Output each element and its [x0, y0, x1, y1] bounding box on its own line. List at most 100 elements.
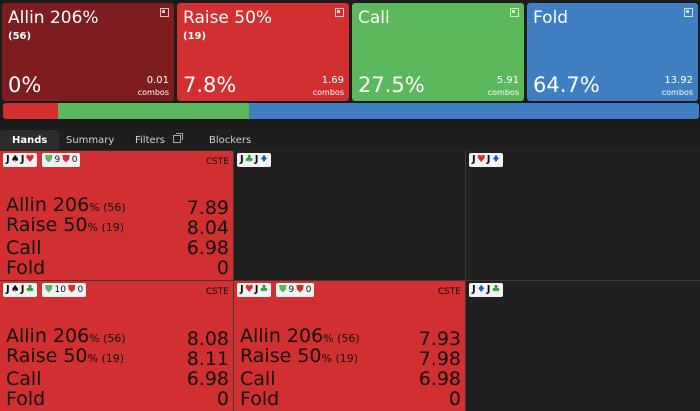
badge-value-green: 9	[288, 285, 295, 295]
hand-cell[interactable]: J ♠ J ♥ ⛊ 9 ⛊ 0 CSTE Allin 206% (56) 7.89 Raise 50%…	[0, 151, 233, 280]
card-rank: J	[254, 154, 259, 165]
card-rank: J	[486, 154, 491, 165]
badge-value-green: 9	[54, 155, 61, 165]
action-frequency: 27.5%	[358, 73, 425, 97]
card-rank: J	[6, 284, 10, 295]
cell-tag: CSTE	[437, 287, 461, 297]
ev-value: 0	[216, 257, 229, 279]
expand-icon[interactable]	[510, 8, 519, 17]
tab-hands[interactable]: Hands	[0, 130, 60, 150]
card-rank: J	[20, 284, 25, 295]
card-rank: J	[6, 154, 10, 165]
ev-row: Allin 206% (56) 7.93	[240, 325, 461, 350]
ev-value: 0	[216, 388, 229, 410]
ev-action-label: Allin 206% (56)	[6, 194, 126, 216]
ev-value: 6.98	[418, 368, 461, 390]
suit-icon: ♣	[259, 284, 269, 295]
hand-cell[interactable]: J ♣ J ♦	[234, 151, 465, 280]
ev-action-size: % (19)	[321, 352, 359, 365]
suit-icon: ♥	[25, 154, 35, 165]
ev-rows: Allin 206% (56) 7.89 Raise 50% (19) 8.04 Cal…	[6, 194, 229, 278]
ev-value: 8.04	[186, 217, 229, 239]
ev-value: 7.93	[418, 328, 461, 350]
suit-icon: ♠	[10, 154, 20, 165]
action-size: (56)	[8, 31, 32, 42]
ev-action-size: % (19)	[87, 352, 125, 365]
card-rank: J	[20, 154, 25, 165]
hand-cell[interactable]: J ♥ J ♣ ⛊ 9 ⛊ 0 CSTE Allin 206% (56) 7.93 Raise 50%…	[234, 281, 465, 411]
ev-value: 6.98	[186, 368, 229, 390]
hand-label: J ♦ J ♣	[469, 283, 504, 297]
ev-action-label: Allin 206% (56)	[240, 325, 360, 347]
action-size: (19)	[183, 31, 207, 42]
card-rank: J	[240, 154, 244, 165]
expand-icon[interactable]	[684, 8, 693, 17]
card-rank: J	[472, 154, 476, 165]
equity-badge: ⛊ 10 ⛊ 0	[42, 283, 87, 297]
ev-rows: Allin 206% (56) 8.08 Raise 50% (19) 8.11 Cal…	[6, 325, 229, 409]
combos-label: combos	[137, 88, 169, 97]
ev-value: 8.11	[186, 348, 229, 370]
action-combos: 13.92	[664, 75, 693, 86]
ev-row: Allin 206% (56) 7.89	[6, 194, 229, 219]
copy-icon	[172, 133, 183, 143]
shield-icon: ⛊	[45, 154, 53, 165]
hand-label: J ♥ J ♦	[469, 153, 504, 167]
badge-value-red: 0	[305, 285, 312, 295]
shield-icon: ⛊	[67, 284, 76, 295]
tab-filters-label: Filters	[135, 135, 165, 146]
ev-action-size: % (56)	[323, 332, 360, 345]
hand-label: J ♥ J ♣	[237, 283, 272, 297]
action-combos: 1.69	[321, 75, 344, 86]
ev-action-label: Raise 50% (19)	[6, 214, 125, 236]
hand-cell[interactable]: J ♠ J ♣ ⛊ 10 ⛊ 0 CSTE Allin 206% (56) 8.08 Raise 50…	[0, 281, 233, 411]
ev-row: Fold 0	[240, 389, 461, 409]
suit-icon: ♦	[259, 154, 269, 165]
ev-action-size: % (56)	[89, 201, 126, 214]
ev-value: 7.89	[186, 197, 229, 219]
action-frequency: 64.7%	[533, 73, 600, 97]
hand-label: J ♣ J ♦	[237, 153, 272, 167]
suit-icon: ♣	[491, 284, 501, 295]
ev-rows: Allin 206% (56) 7.93 Raise 50% (19) 7.98 Cal…	[240, 325, 461, 409]
ev-action-label: Fold	[6, 388, 46, 410]
action-card-allin[interactable]: Allin 206% (56) 0% 0.01 combos	[2, 3, 174, 101]
hands-grid: J ♠ J ♥ ⛊ 9 ⛊ 0 CSTE Allin 206% (56) 7.89 Raise 50%…	[0, 151, 700, 411]
suit-icon: ♥	[476, 154, 486, 165]
ev-row: Call 6.98	[6, 238, 229, 258]
ev-row: Call 6.98	[240, 369, 461, 389]
expand-icon[interactable]	[160, 8, 169, 17]
tab-blockers[interactable]: Blockers	[209, 135, 252, 146]
ev-action-label: Fold	[6, 257, 46, 279]
ev-row: Raise 50% (19) 7.98	[240, 346, 461, 370]
action-card-raise[interactable]: Raise 50% (19) 7.8% 1.69 combos	[177, 3, 349, 101]
shield-icon: ⛊	[279, 284, 287, 295]
action-name: Call	[358, 8, 390, 28]
ev-row: Allin 206% (56) 8.08	[6, 325, 229, 350]
hand-label: J ♠ J ♣	[3, 283, 38, 297]
combos-label: combos	[661, 88, 693, 97]
ev-value: 7.98	[418, 348, 461, 370]
suit-icon: ♣	[244, 154, 254, 165]
suit-icon: ♦	[476, 284, 486, 295]
hand-label: J ♠ J ♥	[3, 153, 38, 167]
strategy-bar	[3, 103, 699, 119]
tab-summary[interactable]: Summary	[66, 135, 115, 146]
badge-value-red: 0	[77, 285, 84, 295]
ev-value: 8.08	[186, 328, 229, 350]
ev-action-label: Allin 206% (56)	[6, 325, 126, 347]
hand-cell[interactable]: J ♥ J ♦	[466, 151, 700, 280]
expand-icon[interactable]	[335, 8, 344, 17]
ev-row: Fold 0	[6, 258, 229, 278]
ev-row: Raise 50% (19) 8.11	[6, 346, 229, 370]
suit-icon: ♥	[244, 284, 254, 295]
hand-cell[interactable]: J ♦ J ♣	[466, 281, 700, 411]
action-summary: Allin 206% (56) 0% 0.01 combos Raise 50%…	[0, 0, 700, 104]
ev-row: Fold 0	[6, 389, 229, 409]
action-card-call[interactable]: Call 27.5% 5.91 combos	[352, 3, 524, 101]
action-name: Raise 50%	[183, 8, 273, 28]
tab-filters[interactable]: Filters	[135, 130, 183, 150]
ev-value: 0	[448, 388, 461, 410]
card-rank: J	[240, 284, 244, 295]
action-card-fold[interactable]: Fold 64.7% 13.92 combos	[527, 3, 698, 101]
